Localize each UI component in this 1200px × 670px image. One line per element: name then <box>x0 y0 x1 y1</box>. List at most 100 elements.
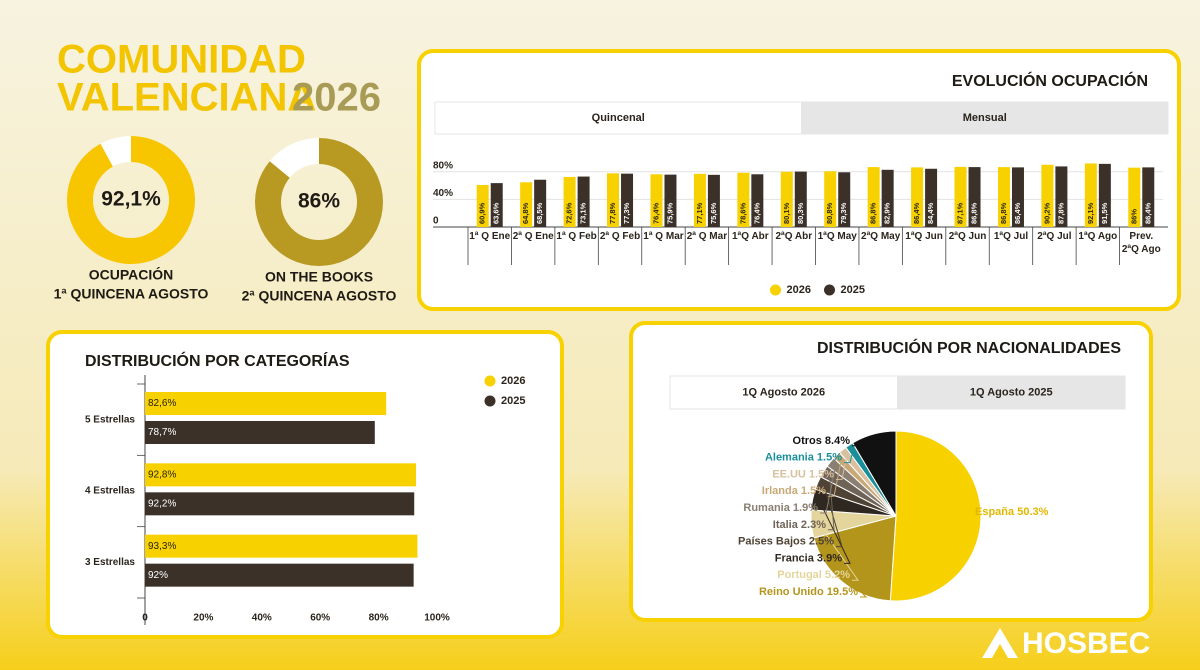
donut-caption: ON THE BOOKS <box>265 269 373 285</box>
x-tick-label: 2ªQ Abr <box>775 231 813 242</box>
bar <box>1098 163 1111 227</box>
bar-value-label: 63,6% <box>492 202 501 224</box>
category-label-box: 2ª Q Feb <box>600 231 640 242</box>
bar <box>520 182 533 227</box>
bar <box>997 167 1010 227</box>
x-tick-label: 20% <box>193 613 213 624</box>
bar-value-label: 76,4% <box>752 202 761 224</box>
bar-value-label: 78,6% <box>738 202 747 224</box>
donut-value: 92,1% <box>101 188 161 211</box>
bar-value-label: 80,1% <box>782 202 791 224</box>
donut-caption: OCUPACIÓN <box>89 266 174 283</box>
category-label-box: 2ªQ May <box>861 231 900 242</box>
y-tick-label: 3 Estrellas <box>85 557 135 568</box>
bar-value-label: 86,4% <box>1143 202 1152 224</box>
bar-value-label: 92,1% <box>1086 202 1095 224</box>
category-label-box: 1ªQ Jun <box>905 231 943 242</box>
bar <box>838 172 851 227</box>
tab-background <box>897 375 1126 410</box>
tab-label: 1Q Agosto 2026 <box>742 386 825 398</box>
bar-value-label: 92,8% <box>148 469 176 480</box>
chart-title: DISTRIBUCIÓN POR CATEGORÍAS <box>85 351 350 370</box>
header-title: VALENCIANA <box>57 76 316 120</box>
pie-label-value: 1.5% <box>801 485 826 497</box>
chart-title: DISTRIBUCIÓN POR NACIONALIDADES <box>817 338 1121 357</box>
pie-label-name: Países Bajos <box>738 536 806 548</box>
bar <box>650 174 663 227</box>
pie-label-value: 1.5% <box>809 468 834 480</box>
pie-label-name: Alemania <box>765 452 815 464</box>
header-year: 2026 <box>292 76 381 120</box>
leader-line <box>844 450 854 464</box>
bar-value-label: 84,4% <box>926 202 935 224</box>
category-label-box: 1ªQ May <box>818 231 857 242</box>
pie-label: Reino Unido 19.5% <box>759 586 858 598</box>
bar-value-label: 86% <box>1129 209 1138 224</box>
bar-value-label: 60,9% <box>478 202 487 224</box>
bar <box>881 169 894 227</box>
bar <box>607 173 620 227</box>
pie-label: Otros 8.4% <box>793 435 851 447</box>
legend-label: 2026 <box>787 284 811 296</box>
category-label-box: 1ª Q Feb <box>556 231 597 242</box>
pie-label-value: 2.5% <box>809 536 834 548</box>
pie-label-name: Rumania <box>743 502 790 514</box>
bar <box>794 171 807 227</box>
chart-title: EVOLUCIÓN OCUPACIÓN <box>952 71 1148 90</box>
bar-value-label: 72,6% <box>565 202 574 224</box>
bar <box>1055 166 1068 227</box>
bar <box>577 176 590 227</box>
tab[interactable]: Mensual <box>801 101 1169 135</box>
bar-value-label: 64,8% <box>521 202 530 224</box>
leader-line <box>818 500 851 564</box>
tab-background <box>669 375 898 410</box>
x-tick-label: 2ªQ Jul <box>1037 231 1072 242</box>
logo-icon <box>982 628 1018 658</box>
pie-slice <box>813 515 897 602</box>
pie-label-value: 8.4% <box>825 435 850 447</box>
donut-caption: 2ª QUINCENA AGOSTO <box>242 288 397 304</box>
leader-line <box>828 474 835 531</box>
legend-marker <box>484 375 496 387</box>
tab[interactable]: 1Q Agosto 2025 <box>897 375 1126 410</box>
category-label-box: 1ªQ Jul <box>993 231 1029 242</box>
bar <box>737 172 750 227</box>
category-label-box: 2ªQ Jul <box>1037 231 1072 242</box>
tab[interactable]: 1Q Agosto 2026 <box>669 375 898 410</box>
category-label-box: 2ªQ Jun <box>948 231 987 242</box>
bar-value-label: 82,6% <box>148 398 176 409</box>
header-title: COMUNIDAD <box>57 38 306 82</box>
x-tick-label: 1ª Q Feb <box>556 231 597 242</box>
bar <box>664 174 677 227</box>
category-label-box: 1ª Q Mar <box>643 231 683 242</box>
pie-label-name: EE.UU <box>772 468 806 480</box>
bar <box>751 174 764 227</box>
donut-caption: 1ª QUINCENA AGOSTO <box>54 286 209 302</box>
x-tick-label: 60% <box>310 613 330 624</box>
bar-value-label: 87,8% <box>1056 202 1065 224</box>
x-tick-label: Prev. 2ªQ Ago <box>1121 231 1161 255</box>
bar <box>780 171 793 227</box>
bar-value-label: 93,3% <box>148 541 176 552</box>
leader-line <box>817 523 859 581</box>
bar <box>911 167 924 227</box>
bar-value-label: 80,8% <box>825 202 834 224</box>
donut-segment <box>66 136 195 264</box>
pie-slice <box>851 430 897 518</box>
logo-text: HOSBEC <box>1022 627 1150 660</box>
bar <box>968 167 981 227</box>
tab-label: Mensual <box>963 112 1007 124</box>
tab[interactable]: Quincenal <box>434 101 802 135</box>
bar <box>490 183 503 227</box>
bar-value-label: 73,1% <box>579 202 588 224</box>
x-tick-label: 0 <box>142 613 148 624</box>
x-tick-label: 2ªQ Jun <box>948 231 987 242</box>
category-label-box: 2ª Q Mar <box>687 231 727 242</box>
bar-value-label: 86,4% <box>1013 202 1022 224</box>
category-label-box: 2ªQ Abr <box>775 231 813 242</box>
y-tick-label: 5 Estrellas <box>85 414 135 425</box>
tab-background <box>801 101 1169 135</box>
x-tick-label: 2ª Q Ene <box>512 231 554 242</box>
bar <box>145 392 387 415</box>
x-tick-label: 1ªQ Jul <box>993 231 1029 242</box>
